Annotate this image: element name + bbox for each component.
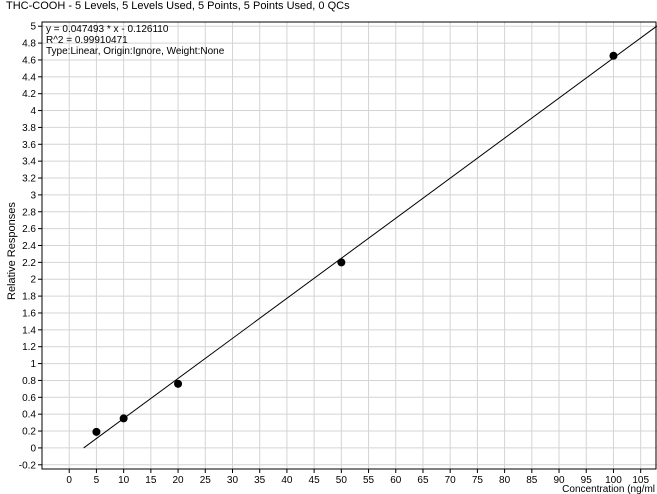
data-point <box>119 414 128 423</box>
y-tick-label: 4.4 <box>22 72 36 83</box>
y-tick-label: 1.2 <box>22 342 36 353</box>
data-point <box>609 51 618 60</box>
y-tick-label: 0 <box>30 443 36 454</box>
data-points <box>92 51 618 436</box>
y-tick-label: 4.6 <box>22 55 36 66</box>
y-tick-label: 2.8 <box>22 207 36 218</box>
y-tick-label: 0.2 <box>22 427 36 438</box>
x-tick-label: 45 <box>309 475 321 486</box>
y-tick-label: 0.8 <box>22 376 36 387</box>
x-tick-label: 55 <box>363 475 375 486</box>
x-tick-label: 95 <box>581 475 593 486</box>
y-tick-label: -0.2 <box>19 460 37 471</box>
data-point <box>337 258 346 267</box>
y-tick-label: 2.2 <box>22 258 36 269</box>
x-tick-label: 35 <box>254 475 266 486</box>
x-tick-label: 0 <box>66 475 72 486</box>
y-tick-label: 4.2 <box>22 89 36 100</box>
equation-annotation: y = 0.047493 * x - 0.126110 <box>46 24 169 35</box>
x-axis-label: Concentration (ng/ml <box>562 484 655 494</box>
y-tick-label: 0.4 <box>22 410 36 421</box>
y-tick-label: 1.8 <box>22 292 36 303</box>
x-tick-label: 100 <box>605 475 622 486</box>
y-tick-label: 4.8 <box>22 39 36 50</box>
y-tick-label: 5 <box>30 22 36 33</box>
r-squared-annotation: R^2 = 0.99910471 <box>46 35 128 46</box>
y-tick-label: 3.2 <box>22 174 36 185</box>
y-tick-label: 1.4 <box>22 325 36 336</box>
y-tick-label: 3 <box>30 190 36 201</box>
x-tick-label: 50 <box>336 475 348 486</box>
data-point <box>174 379 183 388</box>
regression-line <box>83 25 657 449</box>
y-tick-label: 1.6 <box>22 308 36 319</box>
y-tick-label: 1 <box>30 359 36 370</box>
grid <box>42 22 657 469</box>
x-tick-label: 40 <box>281 475 293 486</box>
y-tick-label: 4 <box>30 106 36 117</box>
x-tick-label: 15 <box>145 475 157 486</box>
x-tick-label: 90 <box>553 475 565 486</box>
y-tick-label: 2.6 <box>22 224 36 235</box>
fit-type-annotation: Type:Linear, Origin:Ignore, Weight:None <box>46 46 225 57</box>
x-tick-label: 10 <box>118 475 130 486</box>
x-tick-label: 85 <box>526 475 538 486</box>
y-tick-label: 2 <box>30 275 36 286</box>
x-axis-ticks: 0 5 10 15 20 25 30 35 40 45 50 55 60 65 70 75 80 85 90 95 10… <box>66 469 649 486</box>
y-axis-ticks: -0.2 0 0.2 0.4 0.6 0.8 1 1.2 1.4 1.6 1.8 2 2.2 2.4 2.6… <box>19 22 42 471</box>
x-tick-label: 5 <box>94 475 100 486</box>
x-tick-label: 60 <box>390 475 402 486</box>
x-tick-label: 105 <box>632 475 649 486</box>
y-tick-label: 0.6 <box>22 393 36 404</box>
x-tick-label: 30 <box>227 475 239 486</box>
y-tick-label: 3.4 <box>22 157 36 168</box>
data-point <box>92 427 101 436</box>
x-tick-label: 80 <box>499 475 511 486</box>
x-tick-label: 25 <box>200 475 212 486</box>
x-tick-label: 65 <box>417 475 429 486</box>
y-tick-label: 2.4 <box>22 241 36 252</box>
x-tick-label: 70 <box>445 475 457 486</box>
x-tick-label: 75 <box>472 475 484 486</box>
chart-title: THC-COOH - 5 Levels, 5 Levels Used, 5 Po… <box>6 0 350 12</box>
y-tick-label: 3.6 <box>22 140 36 151</box>
x-tick-label: 20 <box>172 475 184 486</box>
y-tick-label: 3.8 <box>22 123 36 134</box>
